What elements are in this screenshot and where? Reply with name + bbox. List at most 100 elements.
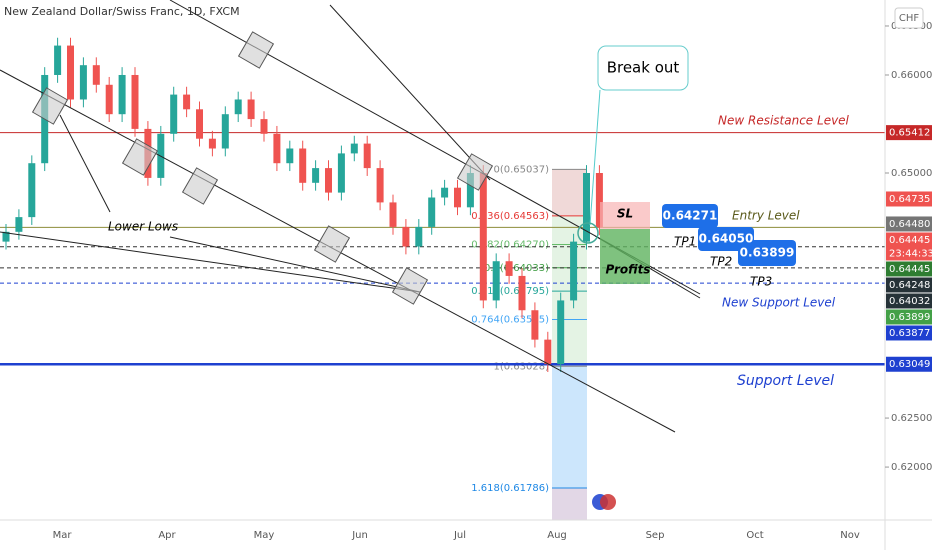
- touch-box: [313, 225, 351, 263]
- candle-body: [505, 261, 513, 276]
- candle-body: [428, 197, 436, 227]
- price-tag-label: 0.64445: [889, 264, 930, 275]
- axes: 0.665000.660000.650000.625000.62000MarAp…: [53, 21, 932, 541]
- price-tag: [886, 191, 932, 207]
- candle-body: [208, 138, 216, 149]
- candle-body: [79, 65, 87, 100]
- candle-body: [337, 153, 345, 193]
- touch-box: [391, 267, 429, 305]
- callout-box: [597, 45, 689, 91]
- candle-body: [54, 45, 62, 75]
- candle-body: [389, 202, 397, 227]
- candle-body: [454, 187, 461, 208]
- x-tick-label: Aug: [547, 530, 567, 541]
- candle-body: [531, 310, 539, 340]
- countdown: 23:44:33: [889, 248, 932, 259]
- candle-body: [273, 133, 281, 164]
- pink-zone: [552, 488, 587, 520]
- touch-box: [181, 167, 219, 205]
- touch-box: [121, 138, 159, 176]
- sl-label: SL: [617, 207, 633, 221]
- fib-label: 0.5(0.64033): [484, 263, 549, 274]
- target-box: [662, 204, 718, 228]
- currency-label: CHF: [899, 13, 920, 24]
- candle-body: [595, 173, 603, 228]
- chart-title: New Zealand Dollar/Swiss Franc, 1D, FXCM: [4, 5, 240, 18]
- candle-body: [583, 173, 590, 242]
- pointer-line: [169, 236, 421, 293]
- candle-body: [234, 99, 242, 115]
- candle-body: [570, 241, 578, 301]
- fib-label: 0.236(0.64563): [471, 211, 549, 222]
- fib-label: 0.764(0.63505): [471, 315, 549, 326]
- price-tag: [886, 293, 932, 309]
- price-tag-label: 0.64248: [889, 280, 930, 291]
- y-tick-label: 0.66000: [891, 70, 932, 81]
- price-tag-label: 0.64032: [889, 296, 930, 307]
- profit-zone: [600, 229, 650, 284]
- x-tick-label: Mar: [53, 530, 73, 541]
- x-tick-label: Nov: [840, 530, 860, 541]
- tp3-label: TP3: [750, 275, 772, 289]
- candle-body: [260, 119, 268, 134]
- steep-line: [329, 4, 491, 181]
- candle-body: [196, 109, 203, 139]
- price-tag-label: 0.63877: [889, 328, 930, 339]
- price-tag: [886, 309, 932, 325]
- pointer-line: [59, 114, 111, 213]
- lower-lows-line: [0, 231, 421, 293]
- lower-lows-label: Lower Lows: [108, 220, 178, 234]
- x-tick-label: Sep: [646, 530, 665, 541]
- candle-body: [492, 261, 500, 301]
- y-tick-label: 0.65000: [891, 168, 932, 179]
- fib-label: 0.618(0.63795): [471, 286, 549, 297]
- touch-box: [31, 87, 69, 125]
- candle-body: [441, 187, 449, 198]
- touch-box: [456, 153, 494, 191]
- fib-label: 1(0.63028): [493, 361, 549, 372]
- target-callouts: [662, 204, 796, 266]
- entry-label: Entry Level: [732, 209, 800, 223]
- event-icon: [600, 494, 616, 510]
- price-tag: [886, 325, 932, 341]
- price-tag-label: 0.63899: [889, 312, 930, 323]
- price-tag: [886, 232, 932, 261]
- candle-body: [557, 300, 565, 365]
- profits-label: Profits: [606, 263, 651, 277]
- fib-label: 0.382(0.64270): [471, 240, 549, 251]
- tp2-label: TP2: [710, 255, 732, 269]
- new-support-label: New Support Level: [722, 296, 836, 310]
- price-tag-label: 0.64445: [889, 235, 930, 246]
- candle-body: [466, 173, 474, 208]
- breakout-label: Break out: [607, 59, 680, 77]
- candle-body: [131, 74, 139, 129]
- price-tag: [886, 125, 932, 141]
- candle-body: [363, 143, 371, 169]
- candle-body: [350, 143, 358, 154]
- price-tag: [886, 261, 932, 277]
- x-tick-label: Jul: [453, 530, 466, 541]
- candle-body: [518, 275, 526, 311]
- price-tag-label: 0.64735: [889, 194, 930, 205]
- pink-zone: [552, 169, 587, 216]
- currency-button[interactable]: [894, 7, 924, 29]
- callout-pointer: [589, 89, 601, 226]
- candle-body: [312, 168, 320, 183]
- price-tag: [886, 277, 932, 293]
- candle-body: [402, 226, 410, 247]
- candle-body: [325, 168, 332, 193]
- candle-body: [67, 45, 74, 100]
- tp1-label: TP1: [674, 235, 696, 249]
- x-tick-label: Jun: [351, 530, 368, 541]
- candle-body: [415, 226, 423, 247]
- x-tick-label: Apr: [158, 530, 176, 541]
- candle-body: [286, 148, 294, 164]
- y-tick-label: 0.62500: [891, 413, 932, 424]
- resistance-label: New Resistance Level: [718, 114, 850, 128]
- price-tag-label: 0.64480: [889, 219, 930, 230]
- candle-body: [15, 217, 23, 232]
- stop-loss-zone: [600, 202, 650, 229]
- fib-label: 1.618(0.61786): [471, 483, 549, 494]
